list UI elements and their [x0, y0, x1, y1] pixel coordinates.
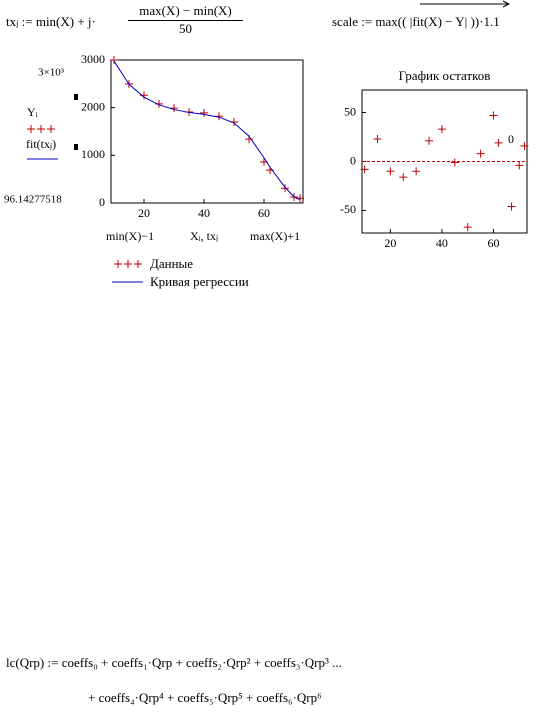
data-point — [489, 111, 498, 120]
data-point — [450, 158, 459, 167]
data-point — [281, 184, 289, 193]
y-tick-label: 2000 — [81, 99, 105, 113]
x-tick-label: 20 — [138, 206, 150, 220]
x-axis-label: min(X)−1 — [106, 229, 154, 243]
data-point — [515, 161, 524, 170]
y-axis-label: Yᵢ — [27, 105, 38, 119]
y-axis-label: fit(txⱼ) — [26, 137, 56, 151]
axis-limit-label: 96.14277518 — [4, 194, 62, 206]
x-tick-label: 60 — [487, 236, 499, 250]
y-tick-label: 3000 — [81, 52, 105, 66]
vector-arrow-head — [502, 0, 511, 8]
formula-lc: lc(Qrp) := coeffs₀ + coeffs₁·Qrp + coeff… — [6, 655, 342, 670]
numerator: max(X) − min(X) — [139, 3, 232, 18]
annotation: 0 — [508, 132, 514, 146]
data-point — [110, 56, 118, 64]
data-point — [200, 108, 208, 117]
legend-marker — [37, 125, 45, 133]
data-point — [437, 125, 446, 134]
legend-label: Данные — [150, 256, 193, 271]
y-tick-label: 0 — [350, 153, 356, 167]
y-tick-label: 0 — [99, 195, 105, 209]
plot-frame — [110, 59, 304, 204]
x-tick-label: 60 — [258, 206, 270, 220]
data-point — [412, 167, 421, 176]
formula-lc: + coeffs₄·Qrp⁴ + coeffs₅·Qrp⁵ + coeffs₆·… — [88, 690, 322, 705]
chart-title: График остатков — [399, 68, 491, 83]
legend-marker — [114, 260, 122, 268]
legend-marker — [27, 125, 35, 133]
data-point — [373, 134, 382, 143]
y-tick-label: 50 — [344, 104, 356, 118]
data-point — [360, 165, 369, 174]
data-point — [507, 202, 516, 211]
handle — [74, 144, 78, 150]
formula-tx: txⱼ := min(X) + j· — [6, 14, 96, 30]
data-point — [520, 141, 529, 150]
x-tick-label: 40 — [198, 206, 210, 220]
data-point — [170, 104, 178, 113]
x-axis-label: max(X)+1 — [250, 229, 300, 243]
handle — [74, 94, 78, 100]
data-point — [494, 138, 503, 147]
formula-scale: scale := max(( |fit(X) − Y| ))·1.1 — [332, 14, 500, 29]
fraction: max(X) − min(X) 50 — [128, 3, 243, 37]
x-tick-label: 40 — [436, 236, 448, 250]
y-tick-label: -50 — [340, 202, 356, 216]
formula-text: txⱼ := min(X) + j· — [6, 14, 96, 29]
data-point — [425, 136, 434, 145]
x-axis-label: Xᵢ, txⱼ — [190, 229, 218, 243]
axis-limit-label: 3×10³ — [38, 67, 65, 79]
data-point — [386, 167, 395, 176]
data-point — [476, 149, 485, 158]
y-tick-label: 1000 — [81, 147, 105, 161]
denominator: 50 — [128, 20, 243, 37]
regression-line — [113, 60, 301, 201]
data-point — [399, 173, 408, 182]
x-tick-label: 20 — [384, 236, 396, 250]
legend-marker — [124, 260, 132, 268]
legend-marker — [134, 260, 142, 268]
legend-label: Кривая регрессии — [150, 274, 249, 289]
data-point — [463, 223, 472, 232]
legend-marker — [47, 125, 55, 133]
